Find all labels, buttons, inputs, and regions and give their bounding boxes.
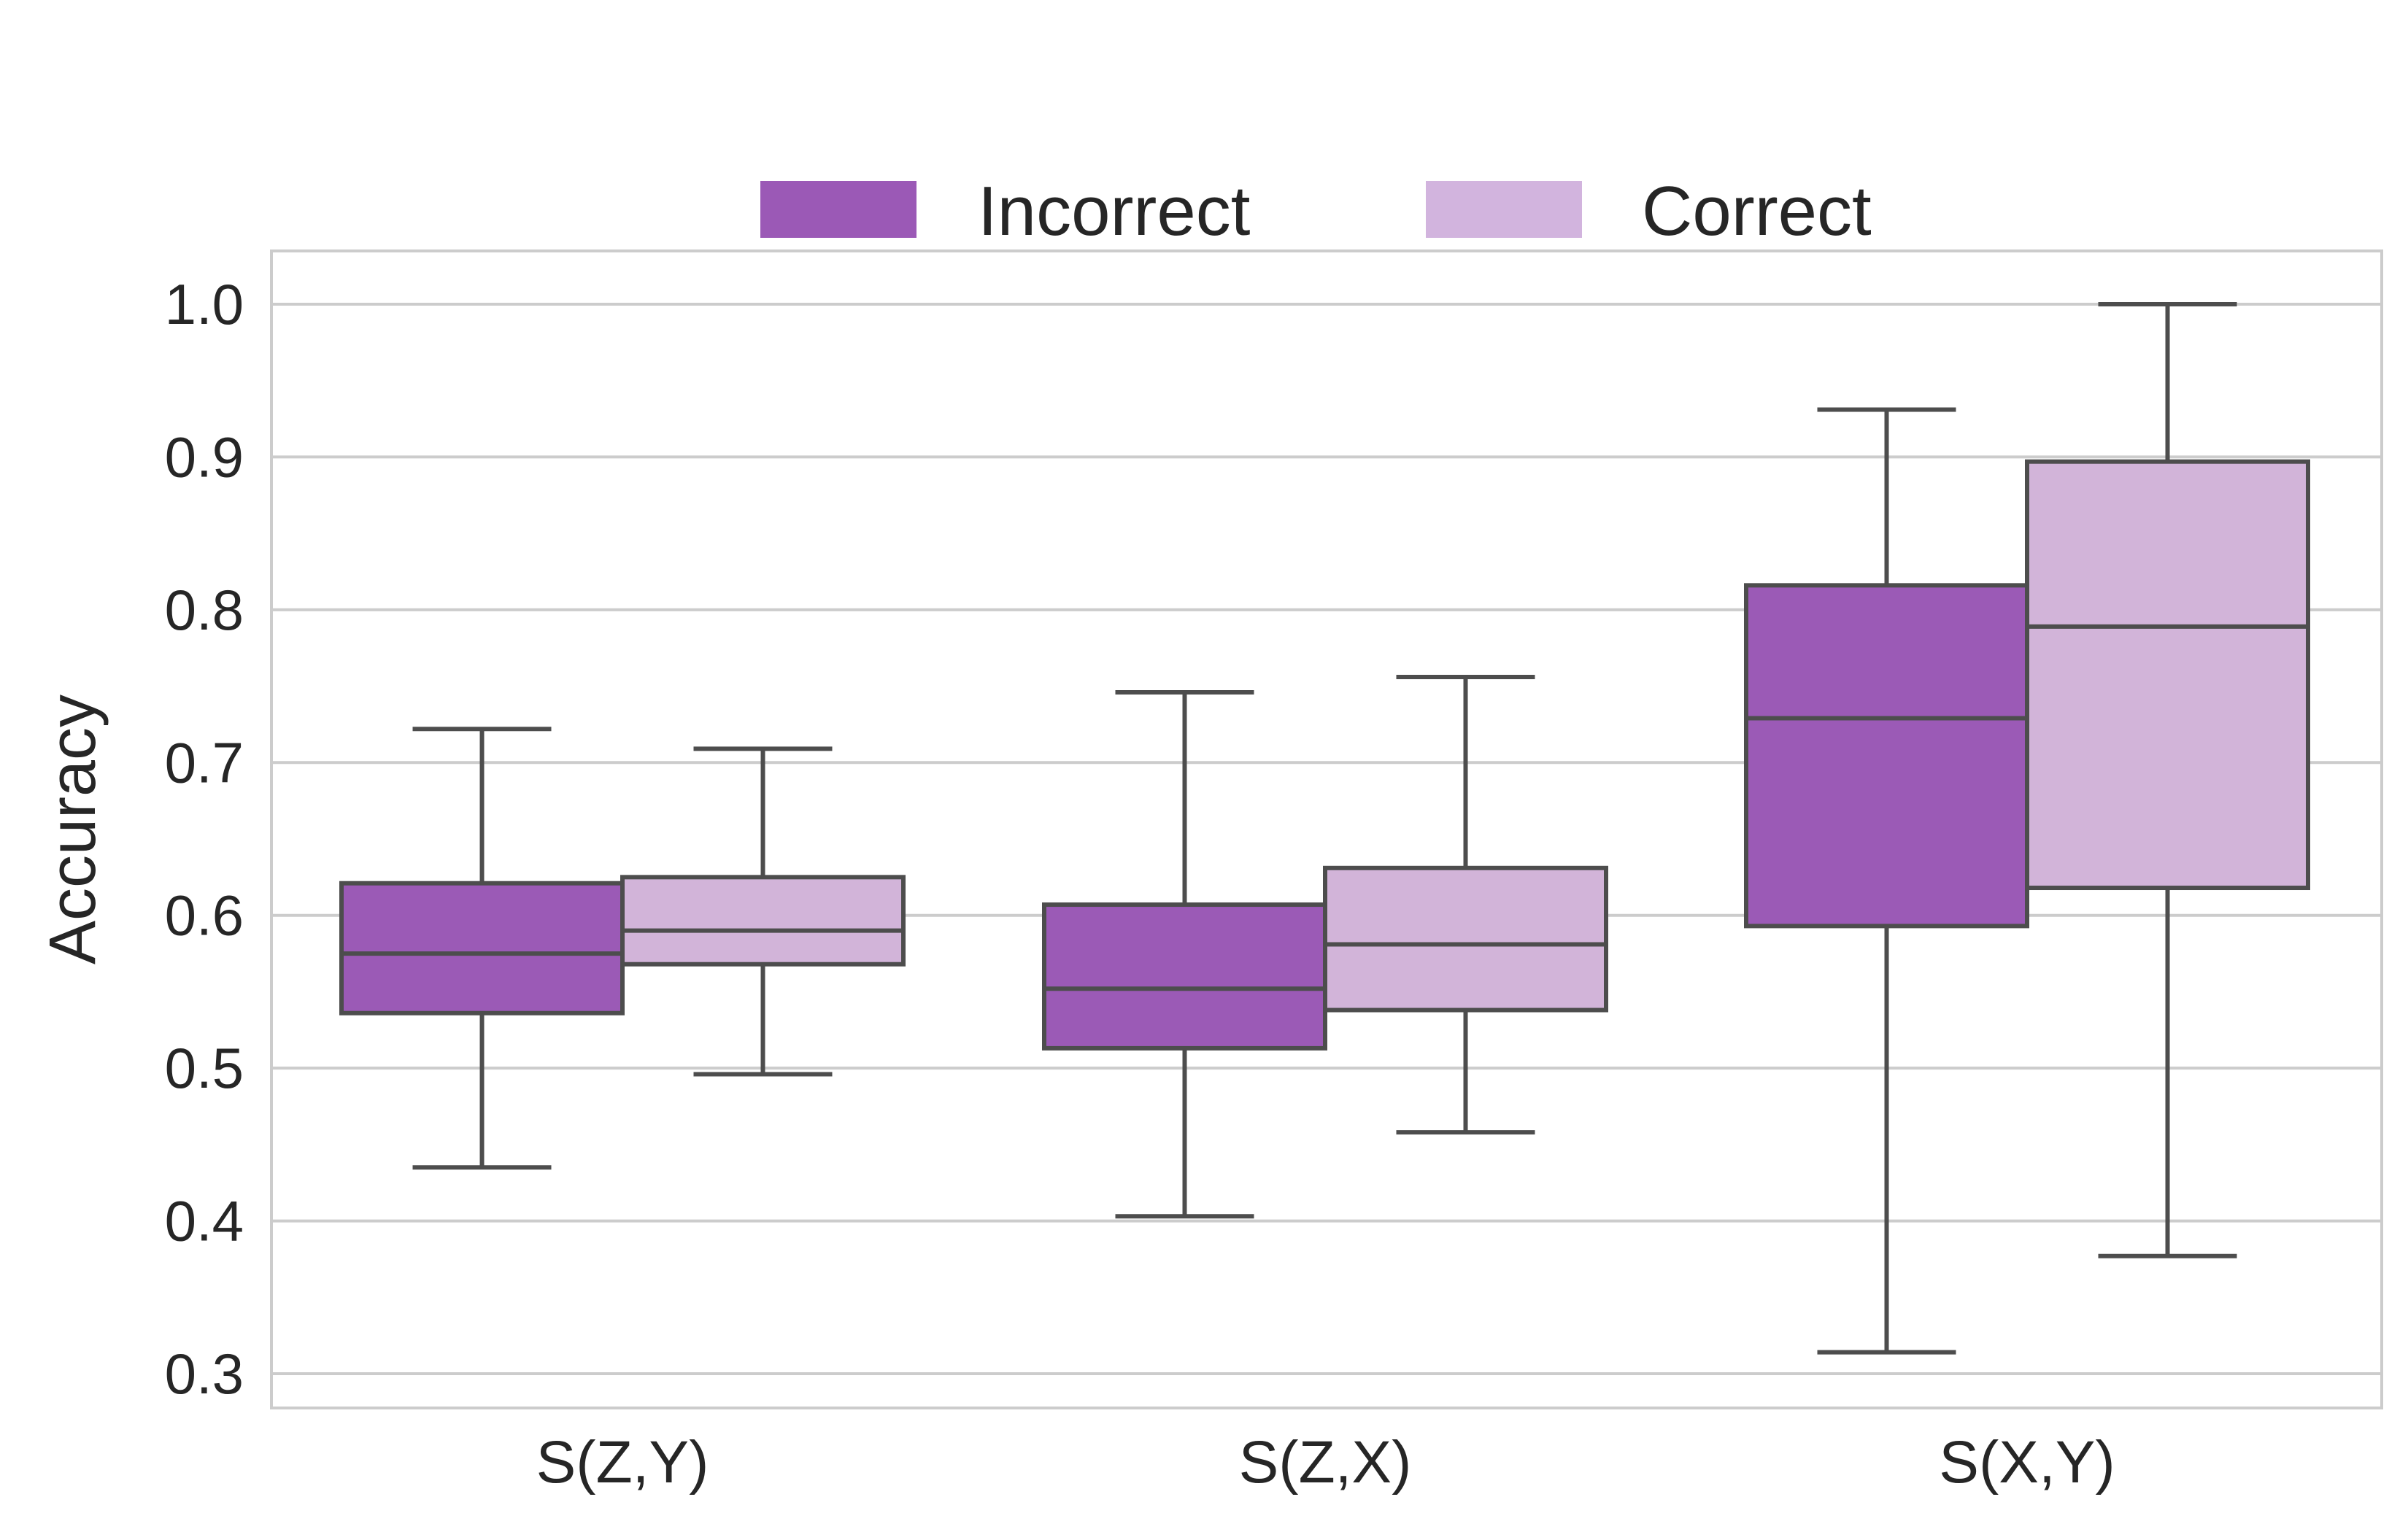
- y-axis-ticks: 0.3 0.4 0.5 0.6 0.7 0.8 0.9 1.0: [165, 272, 244, 1406]
- x-axis-categories: S(Z,Y) S(Z,X) S(X,Y): [536, 1429, 2115, 1496]
- y-tick-label: 0.8: [165, 578, 244, 642]
- x-category-label: S(Z,Y): [536, 1429, 709, 1496]
- boxes: [339, 302, 2310, 1355]
- y-tick-label: 0.7: [165, 730, 244, 794]
- box-correct-3: [2025, 302, 2310, 1258]
- iqr-box: [2025, 459, 2310, 891]
- x-category-label: S(Z,X): [1239, 1429, 1412, 1496]
- box-correct-1: [620, 746, 906, 1077]
- y-tick-label: 0.5: [165, 1036, 244, 1100]
- iqr-box: [1042, 902, 1327, 1051]
- box-correct-2: [1323, 675, 1608, 1135]
- iqr-box: [620, 875, 906, 967]
- iqr-box: [1744, 583, 2029, 929]
- legend-swatch-correct: [1426, 181, 1582, 238]
- y-axis-label: Accuracy: [36, 695, 109, 964]
- box-incorrect-3: [1744, 407, 2029, 1355]
- iqr-box: [1323, 865, 1608, 1013]
- y-tick-label: 0.4: [165, 1189, 244, 1253]
- legend-label-correct: Correct: [1642, 172, 1872, 250]
- legend-swatch-incorrect: [760, 181, 916, 238]
- y-tick-label: 0.3: [165, 1342, 244, 1406]
- legend-label-incorrect: Incorrect: [978, 172, 1250, 250]
- iqr-box: [339, 881, 625, 1015]
- y-tick-label: 1.0: [165, 272, 244, 336]
- legend: Incorrect Correct: [760, 172, 1872, 250]
- y-tick-label: 0.9: [165, 425, 244, 489]
- x-category-label: S(X,Y): [1939, 1429, 2115, 1496]
- y-tick-label: 0.6: [165, 883, 244, 948]
